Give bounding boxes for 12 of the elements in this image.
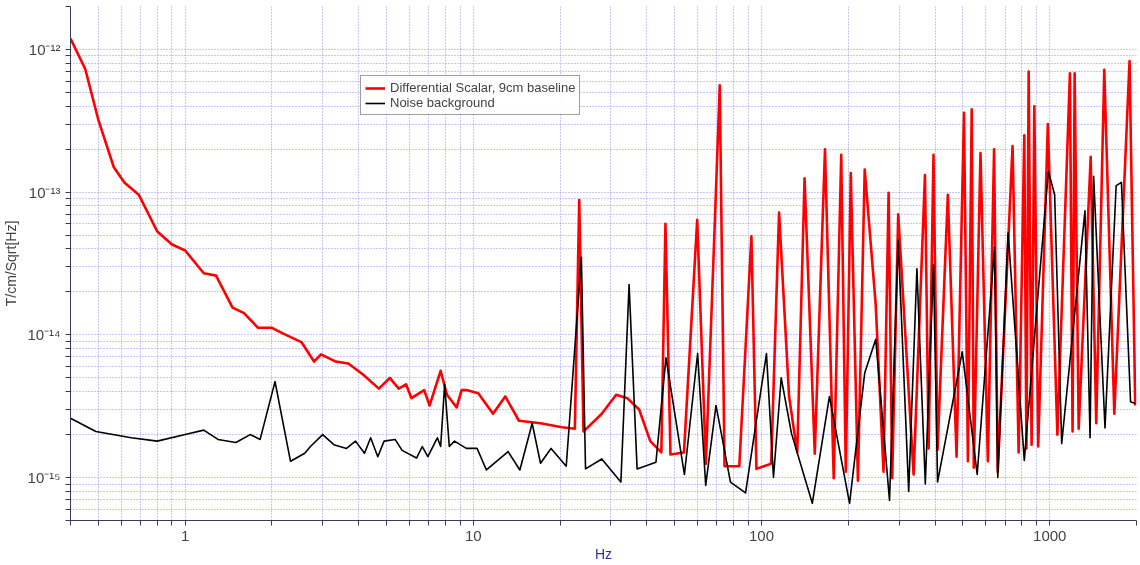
x-tick-label: 1000 bbox=[1033, 526, 1067, 544]
y-axis-title: T/cm/Sqrt[Hz] bbox=[3, 220, 20, 307]
y-tick-label: 10⁻¹² bbox=[28, 40, 61, 58]
y-tick-label: 10⁻¹⁴ bbox=[27, 326, 61, 344]
x-tick-label: 100 bbox=[749, 526, 775, 544]
legend-label: Noise background bbox=[390, 95, 495, 110]
x-tick-label: 10 bbox=[465, 526, 482, 544]
legend-label: Differential Scalar, 9cm baseline bbox=[390, 80, 576, 95]
x-axis-title: Hz bbox=[594, 545, 613, 562]
y-tick-label: 10⁻¹⁵ bbox=[27, 469, 61, 487]
y-tick-label: 10⁻¹³ bbox=[28, 183, 61, 201]
x-tick-label: 1 bbox=[181, 526, 190, 544]
